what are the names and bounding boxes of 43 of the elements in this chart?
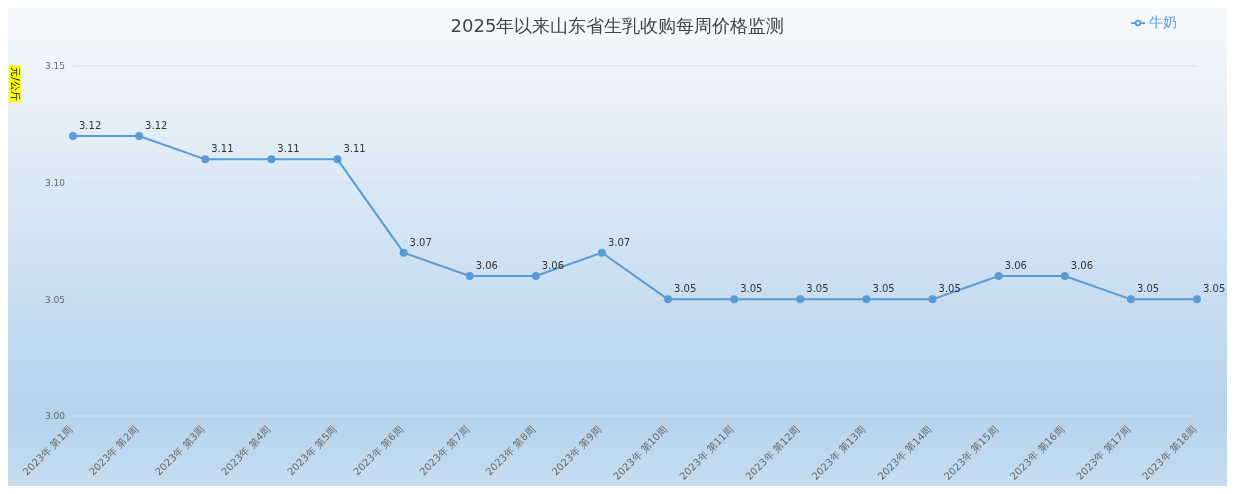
- y-axis-title: 元/公斤: [8, 65, 21, 103]
- data-label: 3.05: [1136, 283, 1160, 295]
- data-label: 3.11: [211, 143, 234, 155]
- point: [531, 272, 540, 280]
- point: [994, 272, 1003, 280]
- data-label: 3.05: [1203, 283, 1226, 295]
- data-label: 3.05: [872, 283, 895, 295]
- point: [730, 295, 739, 304]
- point: [1060, 272, 1069, 280]
- y-tick-label: 3.05: [44, 294, 65, 305]
- legend-label: 牛奶: [1149, 14, 1177, 30]
- point: [333, 155, 342, 164]
- point: [399, 248, 408, 257]
- data-label: 3.05: [740, 283, 763, 295]
- data-label: 3.07: [409, 236, 432, 248]
- point: [664, 295, 673, 304]
- data-label: 3.06: [1070, 260, 1094, 271]
- data-label: 3.06: [541, 260, 565, 271]
- chart-title: 2025年以来山东省生乳收购每周价格监测: [450, 15, 785, 36]
- data-label: 3.07: [607, 236, 631, 248]
- y-tick-label: 3.00: [44, 411, 66, 422]
- point: [201, 155, 210, 164]
- data-label: 3.12: [79, 120, 102, 131]
- point: [928, 295, 937, 304]
- y-tick-label: 3.10: [44, 177, 66, 188]
- data-label: 3.06: [1004, 260, 1027, 271]
- point: [597, 248, 606, 257]
- data-label: 3.11: [343, 143, 366, 155]
- data-label: 3.05: [674, 283, 697, 295]
- data-label: 3.11: [277, 143, 300, 155]
- point: [1126, 295, 1135, 304]
- data-label: 3.12: [145, 120, 168, 131]
- y-tick-label: 3.15: [44, 61, 65, 72]
- point: [69, 132, 77, 140]
- point: [465, 272, 474, 280]
- point: [862, 295, 871, 304]
- data-label: 3.06: [475, 260, 498, 271]
- data-label: 3.05: [938, 283, 961, 295]
- point: [796, 295, 805, 304]
- point: [135, 132, 144, 140]
- point: [267, 155, 276, 164]
- point: [1193, 295, 1201, 304]
- data-label: 3.05: [806, 283, 829, 295]
